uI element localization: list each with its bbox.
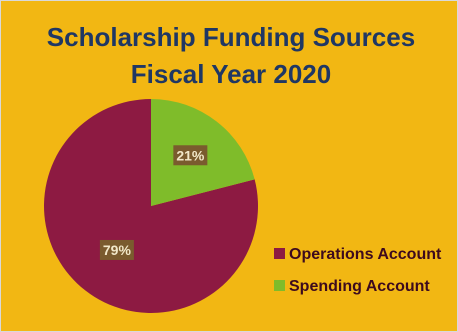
chart-title-line-2: Fiscal Year 2020: [131, 59, 331, 89]
pie-data-labels: 79% 21%: [99, 145, 208, 260]
chart-title-line-1: Scholarship Funding Sources: [47, 22, 415, 52]
legend-label: Spending Account: [289, 278, 430, 295]
legend-swatch: [274, 280, 285, 291]
data-label: 21%: [176, 147, 205, 163]
pie-slice-operations-account: [43, 99, 258, 313]
data-label-box: [99, 239, 134, 260]
legend-swatch: [274, 248, 285, 259]
data-label-box: [173, 145, 208, 166]
legend-label: Operations Account: [289, 246, 442, 263]
legend: Operations Account Spending Account: [274, 246, 442, 295]
data-label: 79%: [103, 242, 132, 258]
pie-slices: [43, 99, 258, 313]
